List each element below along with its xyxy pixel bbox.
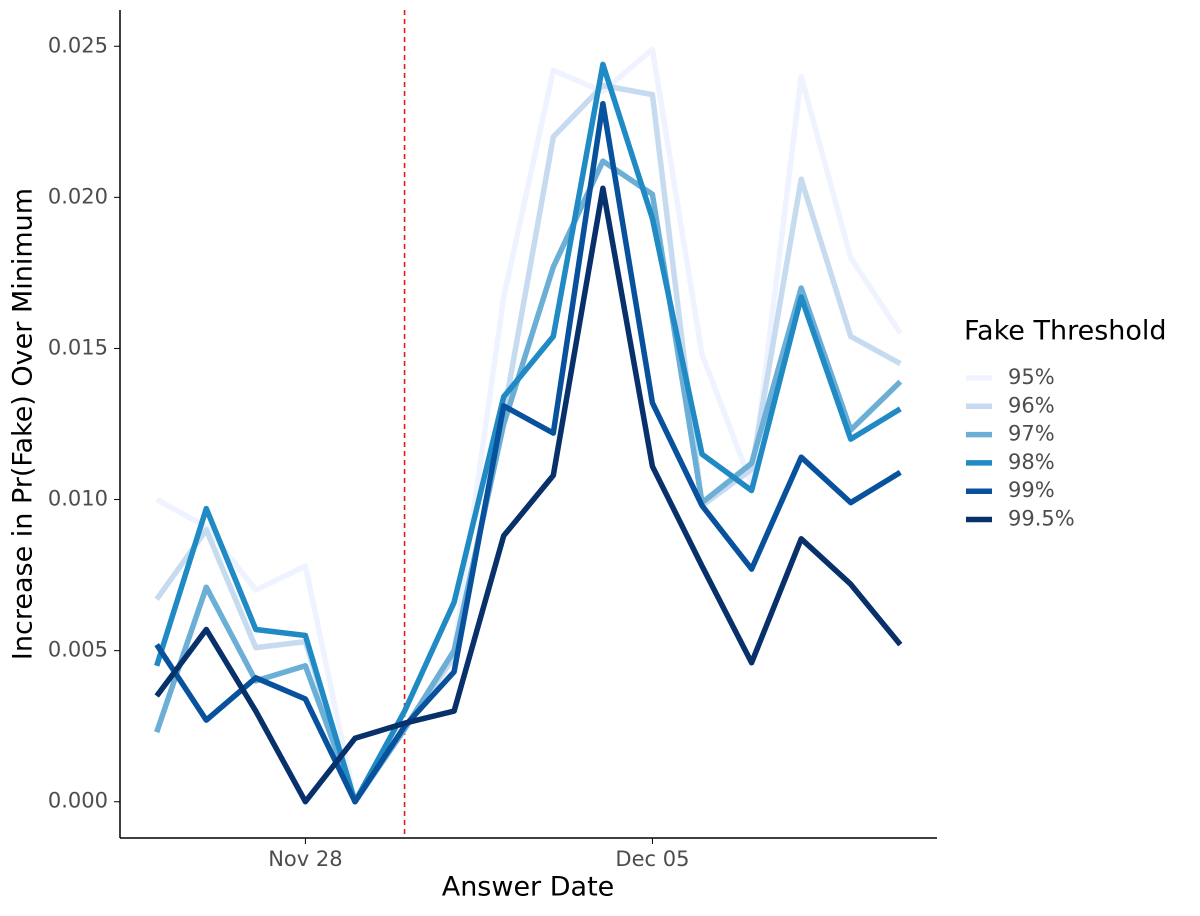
y-tick-label: 0.015 xyxy=(48,335,108,359)
series-line xyxy=(154,100,902,805)
legend-label: 99.5% xyxy=(1008,507,1075,531)
y-tick-label: 0.005 xyxy=(48,638,108,662)
series-line xyxy=(154,82,902,805)
legend-label: 96% xyxy=(1008,393,1055,417)
x-tick-label: Dec 05 xyxy=(615,847,689,871)
legend-title: Fake Threshold xyxy=(964,316,1167,347)
legend-label: 95% xyxy=(1008,365,1055,389)
x-tick-label: Nov 28 xyxy=(268,847,342,871)
y-tick-label: 0.000 xyxy=(48,789,108,813)
legend-label: 99% xyxy=(1008,478,1055,502)
y-axis-title: Increase in Pr(Fake) Over Minimum xyxy=(8,188,39,660)
legend-label: 97% xyxy=(1008,422,1055,446)
series-line xyxy=(155,46,903,805)
series-line xyxy=(154,185,903,805)
x-axis-title: Answer Date xyxy=(442,872,615,903)
y-tick-label: 0.010 xyxy=(48,487,108,511)
legend-label: 98% xyxy=(1008,450,1055,474)
series-line xyxy=(154,158,903,805)
y-tick-label: 0.025 xyxy=(48,33,108,57)
series-line xyxy=(154,61,902,805)
y-tick-label: 0.020 xyxy=(48,184,108,208)
